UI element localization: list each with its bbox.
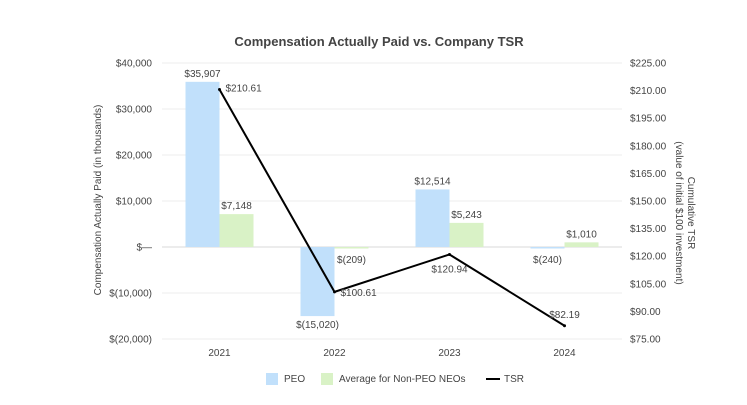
tsr-point [218,87,221,91]
bar-peo [185,81,220,248]
tsr-point [563,324,566,328]
x-tick-label: 2022 [323,348,346,359]
legend-label-tsr: TSR [504,374,524,385]
right-tick-label: $225.00 [630,59,667,70]
tsr-data-label: $82.19 [549,310,580,321]
tsr-point [448,252,451,256]
left-tick-label: $40,000 [116,59,153,70]
tsr-data-label: $120.94 [431,264,468,275]
left-tick-label: $30,000 [116,105,153,116]
right-tick-label: $105.00 [630,279,667,290]
right-tick-label: $195.00 [630,114,667,125]
left-axis-title: Compensation Actually Paid (in thousands… [93,105,104,296]
right-tick-label: $135.00 [630,224,667,235]
bar-peo [530,247,565,249]
right-tick-label: $120.00 [630,252,667,263]
bars [185,81,599,317]
bar-non-peo [334,247,369,249]
tsr-line [218,88,566,327]
legend-swatch-non-peo [321,373,333,385]
legend-label-peo: PEO [284,374,305,385]
left-tick-label: $(10,000) [109,289,152,300]
legend-label-non-peo: Average for Non-PEO NEOs [339,374,466,385]
right-axis: $225.00 $210.00 $195.00 $180.00 $165.00 $150.… [630,59,667,346]
tsr-data-label: $210.61 [226,83,263,94]
left-tick-label: $(20,000) [109,335,152,346]
right-tick-label: $180.00 [630,141,667,152]
right-tick-label: $165.00 [630,169,667,180]
data-label: $5,243 [451,210,482,221]
data-label: $35,907 [184,69,221,80]
bar-peo [415,189,450,247]
left-tick-label: $10,000 [116,197,153,208]
data-label: $12,514 [414,176,451,187]
right-axis-title-line2: (value of initial $100 investment) [673,141,684,284]
right-tick-label: $210.00 [630,86,667,97]
x-axis: 2021 2022 2023 2024 [208,348,576,359]
left-tick-label: $20,000 [116,151,153,162]
data-label: $1,010 [566,229,597,240]
data-label: $(15,020) [296,320,339,331]
tsr-line-layer [218,87,566,328]
data-labels: $35,907 $(15,020) $12,514 $(240) $7,148 $(209… [184,69,597,331]
data-label: $(240) [533,255,562,266]
bar-non-peo [564,242,599,247]
tsr-point [333,290,336,294]
right-tick-label: $75.00 [630,335,661,346]
tsr-data-label: $100.61 [341,288,378,299]
legend: PEO Average for Non-PEO NEOs TSR [266,373,524,385]
data-label: $7,148 [221,201,252,212]
data-label: $(209) [337,255,366,266]
chart-title: Compensation Actually Paid vs. Company T… [234,34,524,49]
legend-swatch-peo [266,373,278,385]
left-axis: $40,000 $30,000 $20,000 $10,000 $— $(10,000) $… [109,59,152,346]
x-tick-label: 2021 [208,348,231,359]
right-tick-label: $150.00 [630,197,667,208]
bar-non-peo [449,222,484,247]
left-tick-label: $— [136,243,152,254]
x-tick-label: 2023 [438,348,461,359]
right-tick-label: $90.00 [630,307,661,318]
x-tick-label: 2024 [553,348,576,359]
right-axis-title-line1: Cumulative TSR [685,177,696,250]
bar-non-peo [219,214,254,247]
